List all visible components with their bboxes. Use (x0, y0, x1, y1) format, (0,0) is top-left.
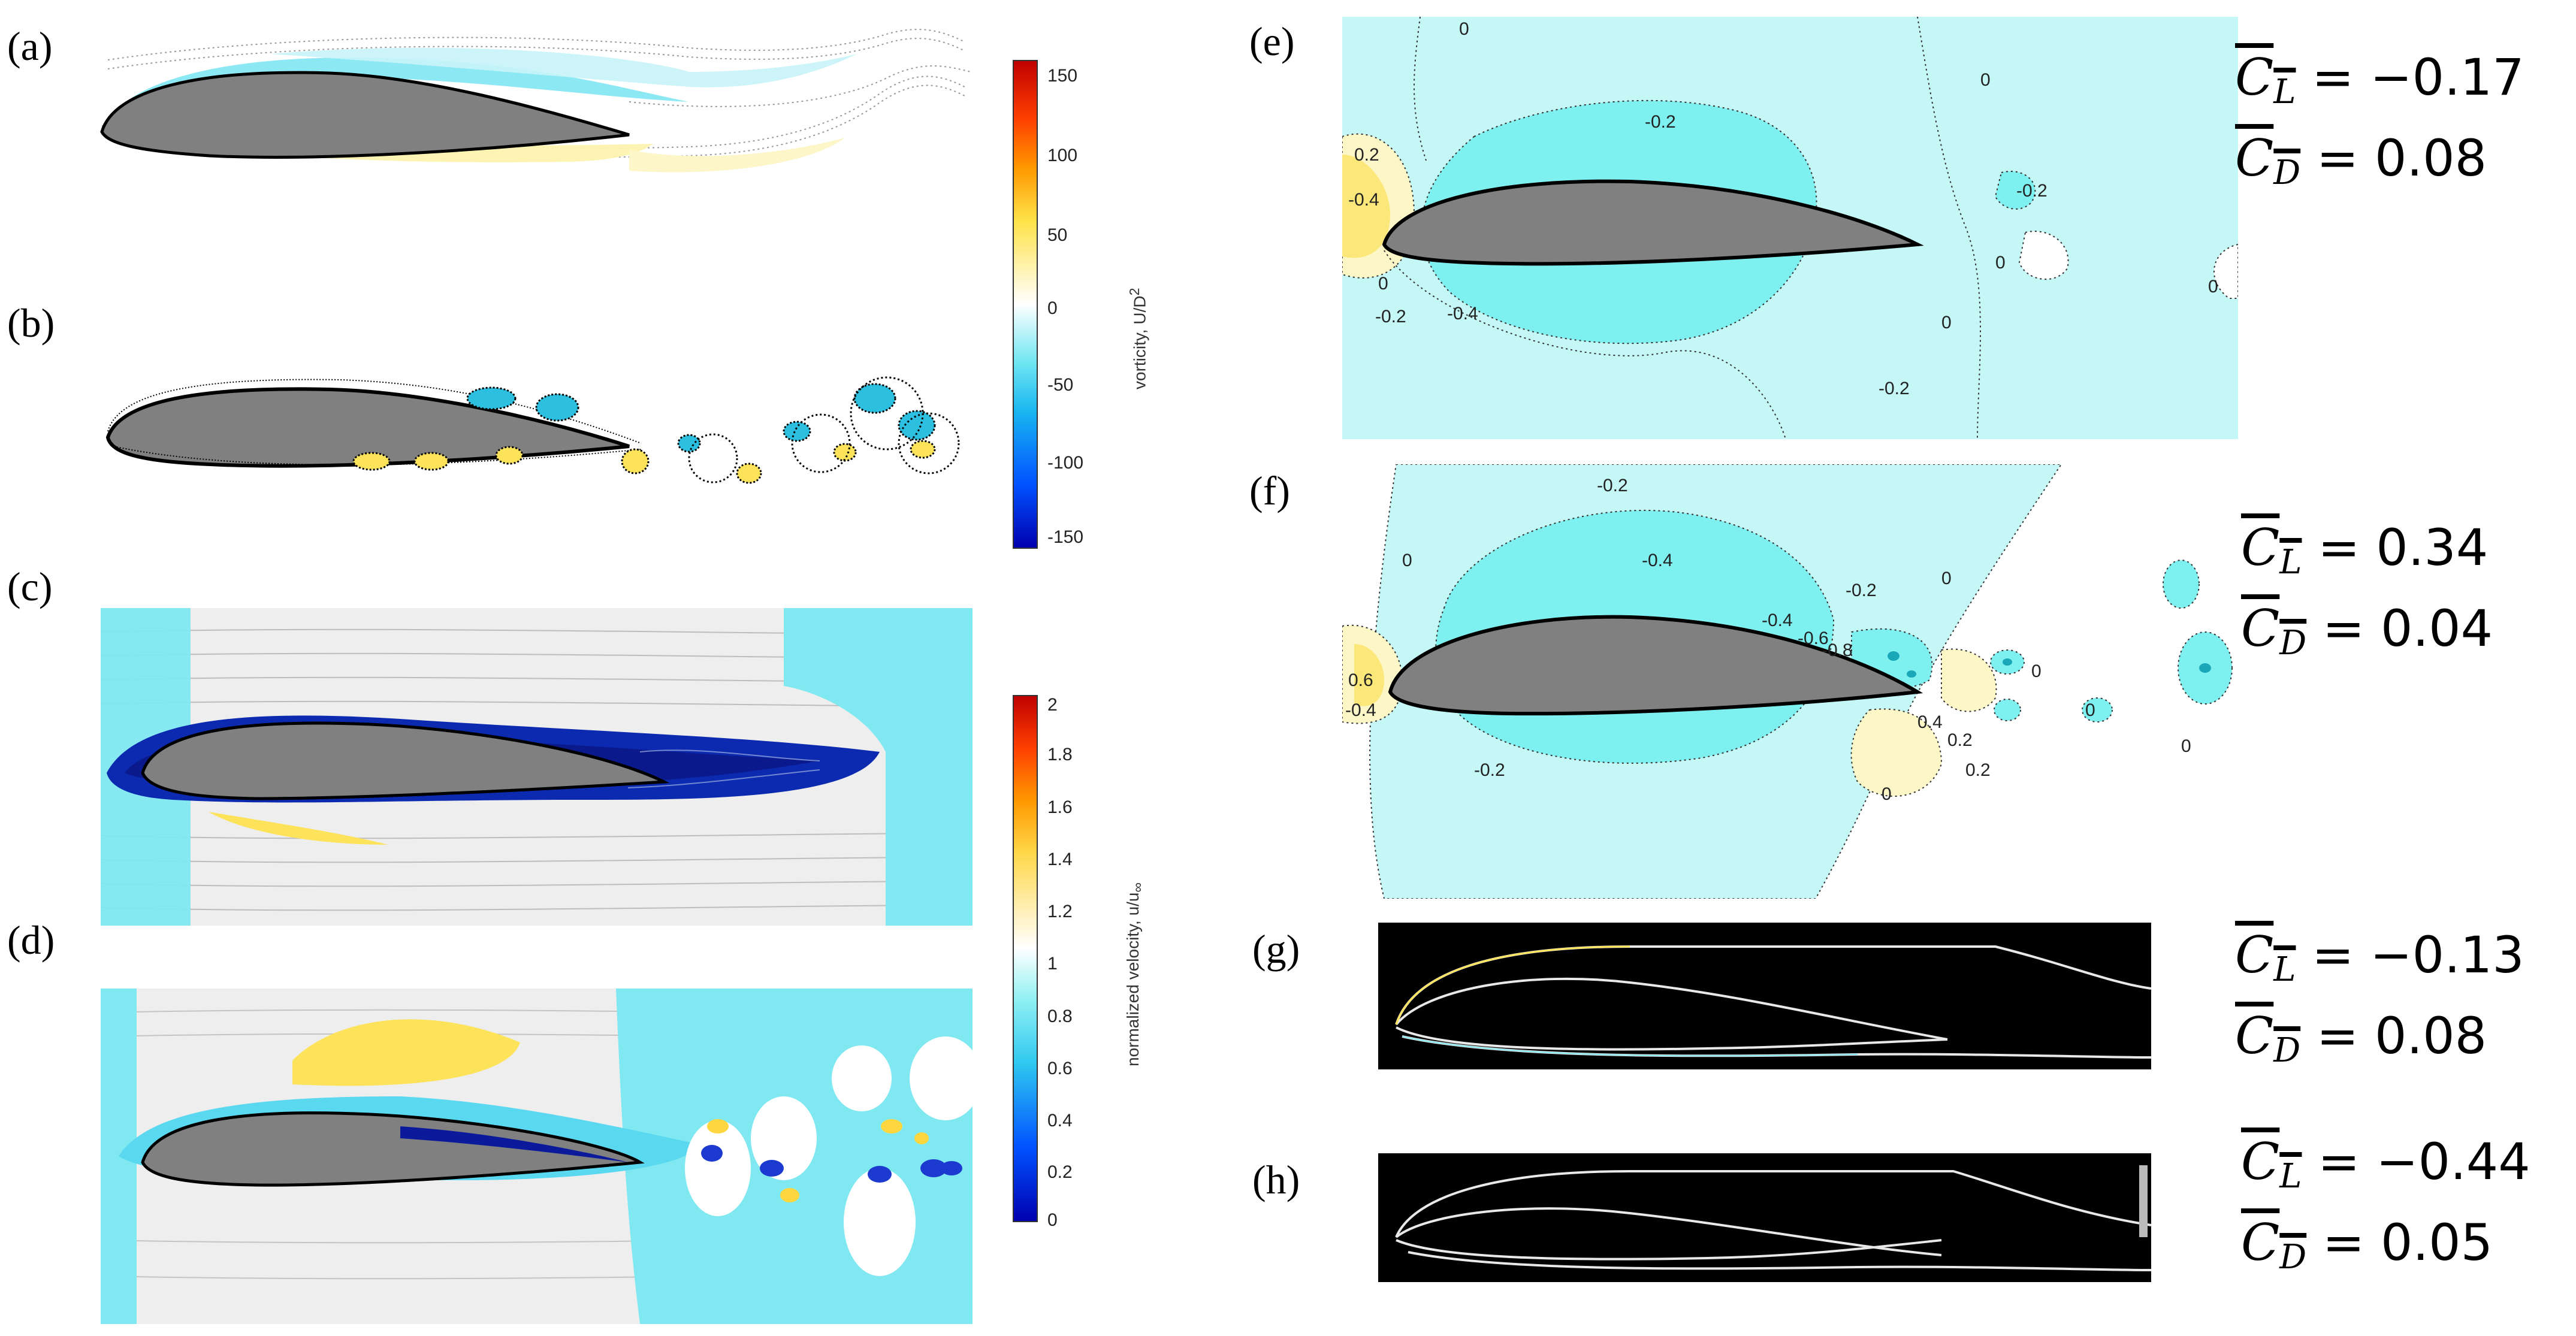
vort-tick-7: -150 (1047, 527, 1084, 547)
vel-tick-3: 1.6 (1047, 797, 1073, 817)
panel-label-e: (e) (1249, 19, 1295, 64)
contour-label: -0.4 (1762, 610, 1793, 630)
contour-label: -0.2 (1645, 112, 1676, 132)
airfoil (1388, 615, 1923, 716)
velocity-high-speed-region (292, 1019, 520, 1086)
drag-coefficient-e: CD = 0.08 (2235, 129, 2487, 192)
vorticity-colorbar-title: vorticity, U/D2 (1127, 288, 1149, 389)
contour-label: 0 (1941, 569, 1952, 588)
contour-label: 0 (1941, 313, 1952, 333)
vel-tick-1: 2 (1047, 695, 1058, 715)
vorticity-colorbar (1013, 60, 1038, 549)
vort-tick-5: -50 (1047, 375, 1074, 395)
contour-label: -0.6 (1798, 628, 1829, 648)
panel-c-velocity-mean (101, 608, 973, 926)
velocity-colorbar-title: normalized velocity, u/u∞ (1124, 882, 1146, 1066)
panel-label-h: (h) (1252, 1157, 1300, 1202)
vel-tick-9: 0.4 (1047, 1111, 1073, 1131)
contour-label: -0.4 (1345, 700, 1376, 720)
vel-tick-2: 1.8 (1047, 745, 1073, 764)
panel-label-g: (g) (1252, 926, 1300, 972)
panel-label-b: (b) (7, 300, 55, 346)
airfoil (105, 387, 630, 468)
panel-label-a: (a) (7, 23, 53, 69)
contour-label: -0.2 (1846, 581, 1877, 600)
contour-label: -0.4 (1348, 190, 1379, 210)
vel-tick-11: 0 (1047, 1210, 1058, 1230)
panel-label-d: (d) (7, 917, 55, 963)
contour-label: 0.2 (1947, 730, 1973, 750)
airfoil (100, 71, 630, 159)
airfoil (141, 1111, 645, 1187)
contour-label: 0 (1882, 784, 1892, 804)
panel-b-vorticity-instant (105, 376, 960, 484)
vort-tick-2: 100 (1047, 146, 1078, 165)
panel-d-velocity-instant (101, 989, 973, 1324)
panel-g-flow-visualization (1378, 923, 2151, 1069)
drag-coefficient-h: CD = 0.05 (2241, 1213, 2493, 1277)
contour-label: 0.6 (1348, 670, 1373, 690)
contour-label: -0.2 (1375, 307, 1406, 327)
vel-tick-8: 0.6 (1047, 1059, 1073, 1078)
lift-coefficient-g: CL = −0.13 (2235, 926, 2524, 989)
contour-label: 0 (2085, 700, 2095, 720)
contour-label: 0 (2181, 736, 2191, 756)
vel-tick-5: 1.2 (1047, 902, 1073, 921)
contour-label: 0.4 (1917, 712, 1943, 732)
contour-label: 0 (2208, 277, 2218, 297)
contour-label: -0.2 (2016, 181, 2047, 201)
contour-label: 0 (1378, 274, 1388, 294)
contour-label: -0.4 (1447, 304, 1478, 324)
contour-label: -0.8 (1822, 640, 1853, 660)
contour-label: -0.2 (1597, 476, 1628, 495)
vel-tick-7: 0.8 (1047, 1006, 1073, 1026)
panel-label-c: (c) (7, 564, 53, 609)
vort-tick-4: 0 (1047, 298, 1058, 318)
contour-label: 0 (2031, 661, 2042, 681)
vort-tick-6: -100 (1047, 453, 1084, 473)
vel-tick-10: 0.2 (1047, 1162, 1073, 1182)
airfoil (1382, 179, 1924, 266)
vel-tick-6: 1 (1047, 954, 1058, 974)
drag-coefficient-g: CD = 0.08 (2235, 1006, 2487, 1070)
contour-label: -0.2 (1474, 760, 1505, 780)
contour-label: -0.2 (1879, 379, 1910, 398)
panel-e-pressure-mean: 0 -0.2 0.2 -0.4 0 -0.2 -0.4 0 -0.2 -0.2 … (1342, 17, 2238, 439)
panel-label-f: (f) (1249, 468, 1290, 513)
contour-label: 0 (1459, 19, 1469, 39)
velocity-colorbar (1013, 695, 1038, 1222)
contour-label: -0.4 (1642, 551, 1673, 570)
lift-coefficient-e: CL = −0.17 (2235, 48, 2524, 111)
vel-tick-4: 1.4 (1047, 850, 1073, 869)
contour-label: 0.2 (1965, 760, 1991, 780)
contour-label: 0.2 (1354, 145, 1379, 165)
lift-coefficient-h: CL = −0.44 (2241, 1132, 2530, 1196)
contour-label: 0 (1995, 253, 2006, 273)
panel-h-flow-visualization (1378, 1153, 2151, 1282)
contour-label: 0 (1980, 70, 1991, 90)
panel-f-pressure-instant: -0.2 0 -0.4 -0.2 0 0.6 -0.4 -0.2 -0.4 -0… (1342, 464, 2238, 899)
airfoil (141, 721, 670, 800)
lift-coefficient-f: CL = 0.34 (2241, 518, 2489, 582)
vort-tick-1: 150 (1047, 66, 1078, 86)
drag-coefficient-f: CD = 0.04 (2241, 599, 2493, 663)
vort-tick-3: 50 (1047, 225, 1068, 245)
panel-a-vorticity-mean (100, 29, 971, 173)
contour-label: 0 (1402, 551, 1412, 570)
